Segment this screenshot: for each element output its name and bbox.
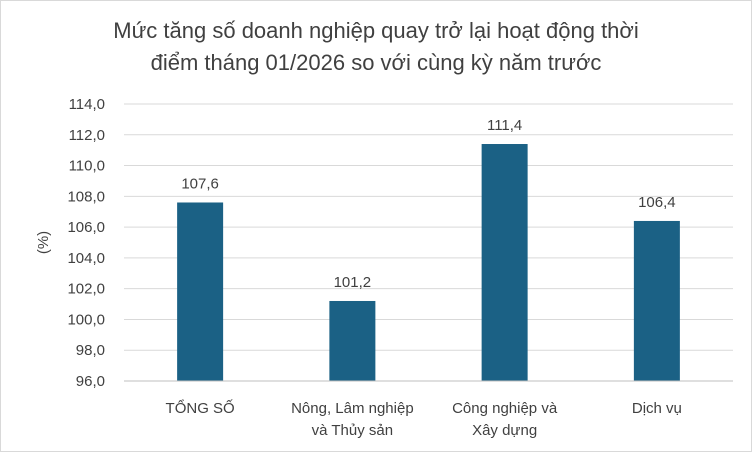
y-tick-label: 96,0 [76, 373, 105, 390]
bar [633, 220, 680, 381]
y-tick-label: 102,0 [67, 281, 105, 298]
x-tick-label: Dịch vụ [632, 400, 682, 417]
x-tick-label: Nông, Lâm nghiệp [291, 400, 414, 417]
y-tick-label: 110,0 [69, 158, 105, 175]
chart-title: Mức tăng số doanh nghiệp quay trở lại ho… [21, 15, 731, 79]
y-tick-label: 114,0 [69, 96, 105, 113]
x-tick-label: và Thủy sản [312, 422, 393, 439]
chart-title-line-1: Mức tăng số doanh nghiệp quay trở lại ho… [113, 18, 639, 43]
x-tick-label: Xây dựng [472, 422, 537, 439]
y-tick-label: 98,0 [76, 342, 105, 359]
data-label: 101,2 [334, 274, 372, 291]
x-tick-label: TỔNG SỐ [166, 399, 235, 417]
data-label: 107,6 [181, 175, 219, 192]
bar [329, 300, 376, 381]
bar [177, 202, 224, 381]
y-tick-label: 104,0 [67, 250, 105, 267]
data-label: 111,4 [487, 117, 522, 134]
chart-title-line-2: điểm tháng 01/2026 so với cùng kỳ năm tr… [150, 50, 602, 75]
y-tick-label: 100,0 [67, 311, 105, 328]
y-tick-label: 108,0 [67, 188, 105, 205]
bar [481, 144, 528, 381]
y-tick-label: 106,0 [67, 219, 105, 236]
x-tick-label: Công nghiệp và [452, 400, 558, 417]
y-tick-label: 112,0 [69, 127, 105, 144]
data-label: 106,4 [638, 194, 676, 211]
y-axis-label: (%) [35, 231, 52, 254]
